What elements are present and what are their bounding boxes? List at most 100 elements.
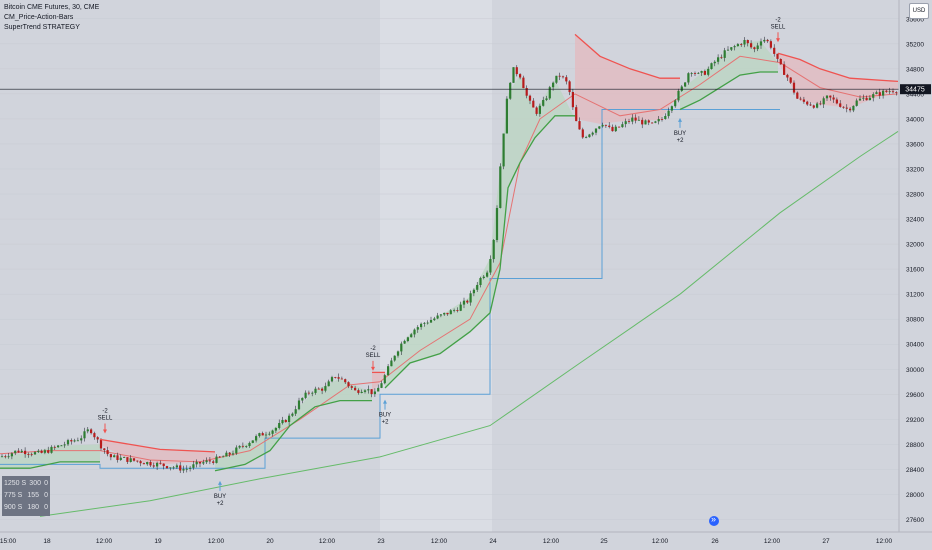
candle-body (476, 285, 479, 290)
candle-body (251, 440, 254, 443)
candle-body (756, 45, 759, 50)
candle-body (357, 390, 360, 393)
candle-body (816, 103, 819, 108)
y-tick-label: 27600 (906, 517, 924, 524)
legend-indicator-price-action-bars[interactable]: CM_Price-Action-Bars (4, 14, 74, 21)
candle-body (882, 90, 885, 96)
legend-indicator-supertrend[interactable]: SuperTrend STRATEGY (4, 24, 80, 31)
candle-body (839, 103, 842, 107)
candle-body (703, 71, 706, 75)
candle-body (591, 132, 594, 135)
candle-body (492, 240, 495, 260)
candle-body (231, 453, 235, 455)
candle-body (743, 40, 746, 45)
candle-body (446, 312, 449, 315)
candle-body (185, 468, 188, 470)
candle-body (690, 73, 693, 74)
stats-cell: 300 (29, 480, 41, 487)
candle-body (604, 124, 607, 126)
candle-body (202, 462, 205, 464)
candle-body (344, 379, 347, 383)
candle-body (486, 272, 489, 277)
candle-body (119, 457, 122, 460)
last-price-label: 34475 (905, 87, 925, 94)
y-tick-label: 34800 (906, 66, 924, 73)
candle-body (720, 57, 723, 59)
signal-label: SELL (98, 416, 113, 422)
stats-cell: 900 S (4, 504, 23, 511)
candle-body (152, 465, 155, 467)
candle-body (268, 433, 271, 435)
candle-body (17, 450, 20, 453)
signal-qty: +2 (382, 420, 390, 426)
candle-body (693, 73, 697, 74)
y-axis[interactable]: 27600 28000 28400 28800 29200 29600 30000 30400… (906, 16, 924, 524)
x-tick-label: 15:00 (0, 538, 17, 545)
signal-arrowhead (776, 38, 780, 43)
candle-body (175, 465, 178, 468)
candle-body (403, 340, 406, 344)
candle-body (575, 107, 578, 122)
candle-body (426, 322, 429, 324)
y-tick-label: 29200 (906, 417, 924, 424)
candle-body (70, 440, 73, 442)
candle-body (43, 450, 46, 453)
candle-body (165, 466, 169, 469)
candle-body (565, 77, 568, 82)
signal-label: BUY (674, 131, 686, 137)
candle-body (96, 437, 99, 440)
supertrend-line-down (99, 438, 216, 453)
candle-body (472, 289, 475, 294)
candle-body (380, 383, 383, 388)
supertrend-fill-down (100, 439, 215, 465)
x-axis[interactable]: 15:00 18 12:00 19 12:00 20 12:00 23 12:00 24 12:00… (0, 538, 893, 545)
candle-body (849, 108, 852, 111)
candle-body (390, 360, 393, 367)
candle-body (189, 467, 192, 469)
candle-body (20, 450, 23, 453)
candle-body (726, 49, 730, 51)
candle-body (677, 90, 680, 101)
candle-body (545, 98, 548, 100)
candle-body (888, 91, 891, 93)
candle-body (878, 92, 881, 96)
y-tick-label: 30800 (906, 317, 924, 324)
candle-body (367, 389, 370, 391)
candle-body (515, 67, 518, 75)
candle-body (215, 456, 218, 463)
currency-button[interactable]: USD (909, 3, 929, 19)
scroll-to-realtime-button[interactable] (709, 514, 719, 526)
candle-body (90, 429, 93, 434)
candle-body (14, 450, 17, 454)
candle-body (172, 467, 175, 469)
supertrend-line-up (0, 461, 100, 469)
candle-body (858, 98, 862, 101)
signal-arrowhead (383, 399, 387, 404)
candle-body (627, 121, 631, 122)
candle-body (571, 92, 574, 108)
candle-body (83, 431, 86, 439)
candle-body (598, 126, 601, 129)
candle-body (7, 456, 10, 458)
candle-body (156, 462, 159, 467)
supertrend-lines (0, 33, 899, 472)
signal-arrowhead (371, 366, 375, 371)
candle-body (578, 121, 581, 130)
signal-arrowhead (218, 480, 222, 485)
candle-body (261, 433, 264, 436)
candle-body (66, 440, 70, 445)
y-tick-label: 30000 (906, 367, 924, 374)
candle-body (218, 456, 221, 458)
candle-body (786, 74, 789, 78)
candle-body (525, 88, 528, 96)
candle-body (159, 462, 162, 464)
candle-body (750, 43, 753, 48)
candle-body (76, 440, 79, 442)
candle-body (512, 67, 515, 83)
x-axis-background (0, 532, 932, 550)
candle-body (429, 320, 433, 323)
legend-title[interactable]: Bitcoin CME Futures, 30, CME (4, 4, 100, 11)
